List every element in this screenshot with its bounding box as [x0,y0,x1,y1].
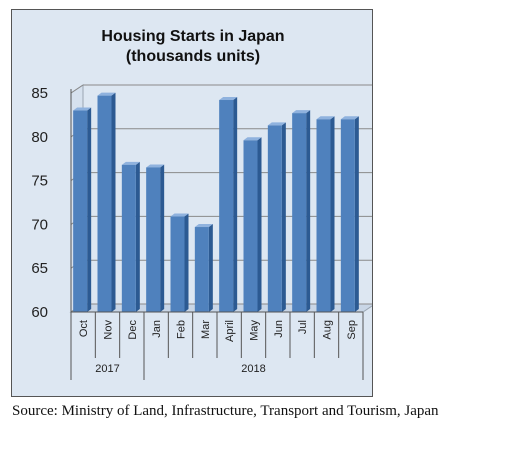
bar-top [219,97,238,101]
chart-figure: Housing Starts in Japan (thousands units… [11,9,373,397]
bar-side [87,107,92,313]
bar-face [121,164,136,312]
group-label: 2018 [241,363,265,375]
x-tick-label: Dec [127,320,139,340]
bar-top [97,92,116,96]
bar-side [135,161,140,312]
bar [146,164,165,312]
bar-side [233,97,238,313]
x-tick-label: May [249,320,261,341]
bar [267,122,286,312]
bar-side [354,116,359,312]
bar [219,97,238,313]
bar [243,137,262,312]
x-tick-label: Jan [151,320,163,338]
chart-title: Housing Starts in Japan [101,28,285,45]
group-label: 2017 [95,363,119,375]
bar-face [170,216,185,312]
bar-side [160,164,165,312]
gridline-depth [70,84,84,94]
x-tick-label: Jun [273,320,285,338]
bar-top [146,164,165,168]
bar [170,213,189,312]
x-tick-label: Jul [297,320,309,334]
bar-side [281,122,286,312]
bar [121,161,140,312]
bar [97,92,116,313]
x-tick-label: Nov [103,320,115,340]
bar-side [257,137,262,312]
x-tick-label: Aug [322,320,334,340]
bar [194,224,213,312]
bar-face [73,110,88,313]
bar-side [306,110,311,312]
bar-side [330,116,335,312]
bar-top [316,116,335,120]
bar-side [111,92,116,313]
bar-side [208,224,213,312]
bar-face [146,167,161,312]
bar [340,116,359,312]
y-tick-label: 75 [31,173,48,190]
bar [316,116,335,312]
bar-face [194,227,209,312]
y-tick-label: 80 [31,129,48,146]
bar-side [184,213,189,312]
bar-face [292,113,307,312]
source-note: Source: Ministry of Land, Infrastructure… [12,403,439,419]
y-tick-label: 85 [31,85,48,102]
y-tick-label: 65 [31,260,48,277]
x-tick-label: Mar [200,320,212,339]
bar-top [194,224,213,228]
bar-top [292,110,311,114]
bar [292,110,311,312]
y-tick-label: 60 [31,304,48,321]
y-tick-label: 70 [31,216,48,233]
bar-face [219,100,234,313]
bar-top [73,107,92,111]
bar-top [121,161,140,165]
bar-top [243,137,262,141]
x-tick-label: April [224,320,236,342]
bar-face [316,119,331,312]
bar [73,107,92,313]
x-tick-label: Oct [78,320,90,337]
bar-top [340,116,359,120]
x-tick-label: Feb [176,320,188,339]
bar-chart: 60 65 70 75 80 85 Oct Nov Dec Jan Feb Mar April May Ju… [31,84,372,380]
bar-face [97,95,112,313]
bar-face [243,140,258,312]
x-tick-label: Sep [346,320,358,340]
chart-subtitle: (thousands units) [125,48,261,65]
bar-top [267,122,286,126]
bar-face [340,119,355,312]
bar-top [170,213,189,217]
bar-face [267,125,282,312]
